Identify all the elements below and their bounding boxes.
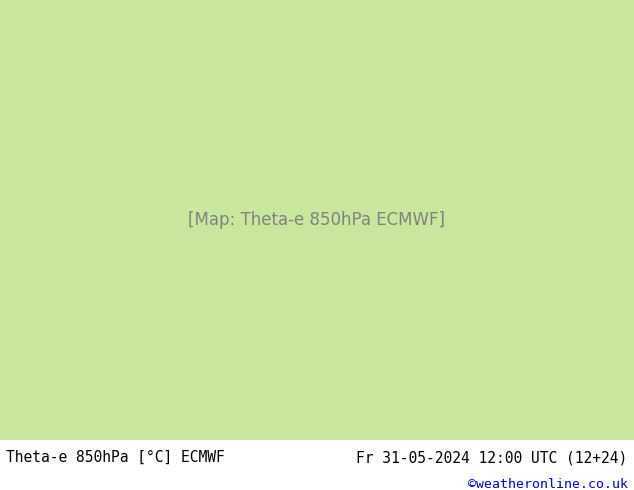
- Text: Fr 31-05-2024 12:00 UTC (12+24): Fr 31-05-2024 12:00 UTC (12+24): [356, 450, 628, 465]
- Text: Theta-e 850hPa [°C] ECMWF: Theta-e 850hPa [°C] ECMWF: [6, 450, 225, 465]
- Text: [Map: Theta-e 850hPa ECMWF]: [Map: Theta-e 850hPa ECMWF]: [188, 211, 446, 229]
- Text: ©weatheronline.co.uk: ©weatheronline.co.uk: [468, 477, 628, 490]
